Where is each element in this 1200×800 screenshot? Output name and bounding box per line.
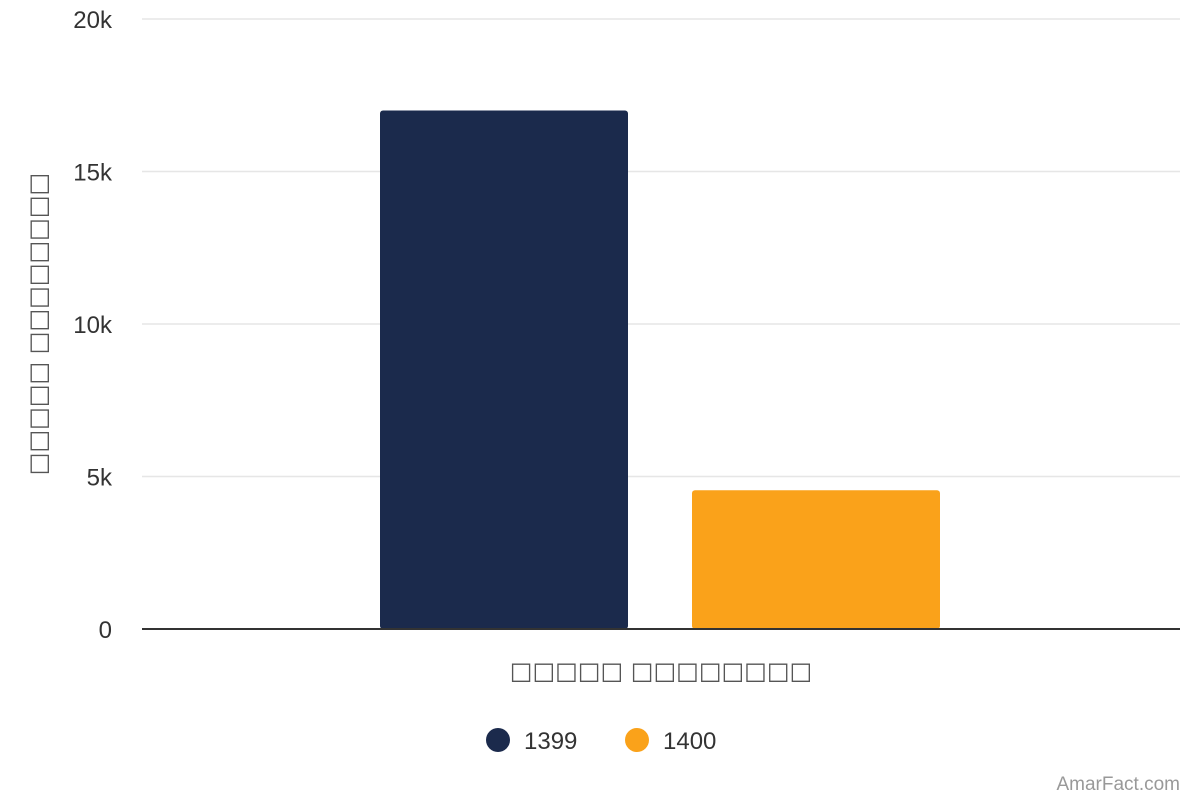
legend-item-1399[interactable]: 1399 bbox=[486, 728, 577, 755]
y-tick-labels: 0 5k 10k 15k 20k bbox=[73, 7, 113, 644]
y-tick-label: 20k bbox=[73, 7, 113, 34]
source-credit-link[interactable]: AmarFact.com bbox=[1056, 774, 1180, 795]
y-tick-label: 5k bbox=[87, 465, 113, 492]
gridlines bbox=[142, 18, 1180, 478]
legend-label-1399: 1399 bbox=[524, 728, 577, 755]
y-tick-label: 15k bbox=[73, 160, 113, 187]
bar-1400[interactable] bbox=[692, 490, 940, 629]
legend-swatch-1400 bbox=[625, 728, 649, 752]
bars bbox=[380, 110, 940, 630]
legend-swatch-1399 bbox=[486, 728, 510, 752]
y-tick-label: 10k bbox=[73, 312, 113, 339]
y-axis-title: □□□□□ □□□□□□□□ bbox=[24, 173, 52, 475]
bar-1399[interactable] bbox=[380, 110, 628, 630]
x-axis-title: □□□□□ □□□□□□□□ bbox=[510, 657, 812, 685]
legend-item-1400[interactable]: 1400 bbox=[625, 728, 716, 755]
legend: 1399 1400 bbox=[486, 728, 716, 755]
legend-label-1400: 1400 bbox=[663, 728, 716, 755]
y-tick-label: 0 bbox=[99, 617, 112, 644]
